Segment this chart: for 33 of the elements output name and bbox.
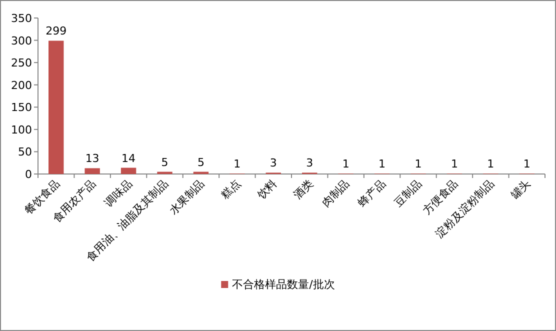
x-tick-label: 蜂产品 — [356, 176, 388, 210]
data-label: 5 — [161, 156, 168, 169]
y-tick-label: 250 — [11, 56, 32, 70]
data-label: 13 — [85, 152, 100, 166]
x-tick-label: 肉制品 — [319, 176, 352, 210]
y-tick-label: 50 — [18, 146, 32, 159]
legend-label: 不合格样品数量/批次 — [232, 278, 335, 291]
data-label: 14 — [122, 152, 136, 165]
data-label: 299 — [46, 24, 67, 38]
data-label: 1 — [378, 158, 386, 171]
data-label: 5 — [197, 156, 204, 169]
data-label: 1 — [234, 158, 241, 171]
data-label: 1 — [342, 158, 350, 171]
data-label: 1 — [487, 158, 494, 171]
data-label: 3 — [306, 156, 314, 170]
bar — [84, 168, 100, 174]
y-tick-label: 150 — [11, 101, 32, 114]
data-label: 1 — [450, 158, 458, 171]
bar — [120, 168, 136, 174]
y-tick-label: 100 — [11, 123, 32, 136]
y-tick-label: 0 — [25, 168, 32, 181]
data-label: 1 — [414, 158, 422, 171]
x-tick-label: 豆制品 — [392, 176, 424, 210]
x-tick-label: 罐头 — [508, 176, 534, 202]
x-tick-label: 饮料 — [254, 176, 280, 202]
data-label: 1 — [523, 158, 530, 171]
y-tick-label: 200 — [11, 78, 32, 92]
y-tick-label: 350 — [11, 12, 32, 25]
data-label: 3 — [270, 156, 277, 170]
x-tick-label: 糕点 — [218, 176, 244, 202]
bar — [48, 40, 64, 174]
y-tick-label: 300 — [11, 34, 32, 48]
x-tick-label: 酒类 — [290, 176, 316, 202]
